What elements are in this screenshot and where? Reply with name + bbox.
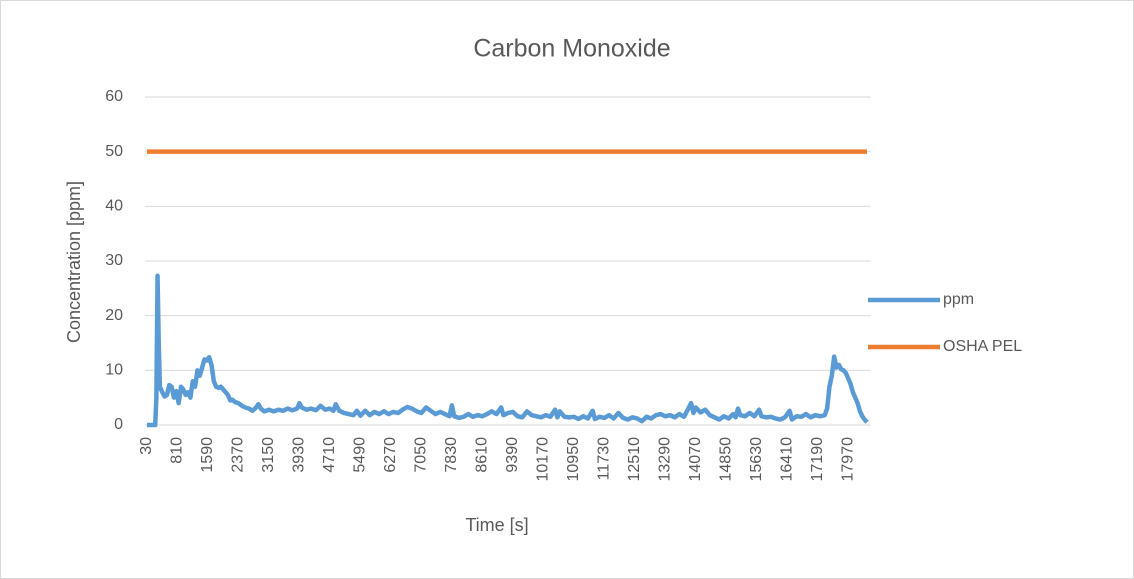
legend-label: ppm (943, 291, 974, 308)
x-tick-label: 1590 (199, 437, 216, 473)
y-tick-label: 60 (105, 88, 123, 105)
legend-label: OSHA PEL (943, 338, 1022, 355)
x-tick-label: 7830 (443, 437, 460, 473)
y-tick-label: 30 (105, 252, 123, 269)
y-tick-label: 50 (105, 143, 123, 160)
x-tick-label: 14850 (717, 437, 734, 482)
x-tick-label: 9390 (504, 437, 521, 473)
x-tick-label: 15630 (748, 437, 765, 482)
y-tick-label: 0 (114, 416, 123, 433)
x-tick-label: 30 (138, 437, 155, 455)
y-tick-label: 20 (105, 307, 123, 324)
x-axis-title: Time [s] (465, 515, 528, 535)
x-tick-label: 16410 (778, 437, 795, 482)
y-axis-title: Concentration [ppm] (64, 181, 84, 343)
x-tick-label: 12510 (626, 437, 643, 482)
x-tick-label: 5490 (352, 437, 369, 473)
y-tick-label: 10 (105, 362, 123, 379)
x-tick-label: 2370 (230, 437, 247, 473)
x-tick-label: 10950 (565, 437, 582, 482)
x-tick-label: 6270 (382, 437, 399, 473)
y-tick-label: 40 (105, 198, 123, 215)
series-line (147, 273, 869, 428)
x-tick-label: 3150 (260, 437, 277, 473)
x-tick-label: 8610 (474, 437, 491, 473)
x-tick-label: 7050 (413, 437, 430, 473)
x-tick-label: 17190 (809, 437, 826, 482)
chart-title: Carbon Monoxide (473, 35, 670, 63)
x-tick-label: 17970 (839, 437, 856, 482)
x-tick-label: 11730 (596, 437, 613, 480)
x-tick-label: 810 (169, 437, 186, 464)
x-tick-label: 13290 (657, 437, 674, 482)
x-tick-label: 14070 (687, 437, 704, 482)
x-tick-label: 10170 (535, 437, 552, 482)
x-tick-label: 3930 (291, 437, 308, 473)
x-tick-label: 4710 (321, 437, 338, 473)
